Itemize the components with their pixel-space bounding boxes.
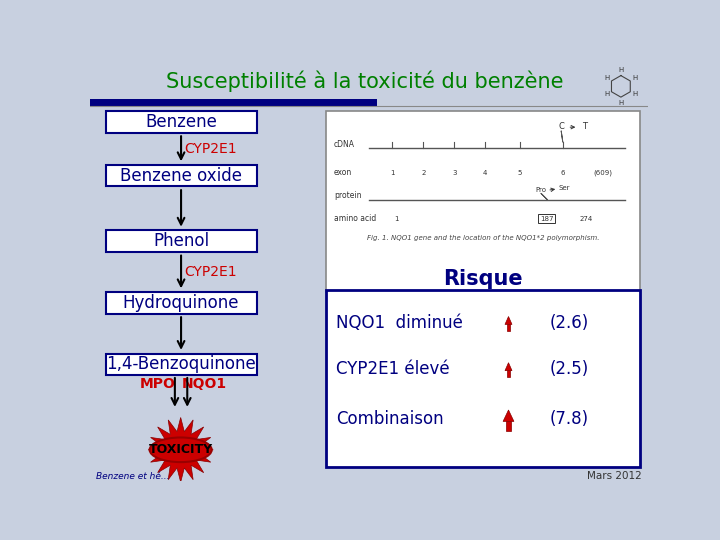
Text: Benzene et hé...: Benzene et hé... (96, 472, 170, 481)
Text: Hydroquinone: Hydroquinone (123, 294, 239, 312)
Text: 5: 5 (518, 170, 522, 176)
Text: 3: 3 (452, 170, 456, 176)
Text: 1: 1 (390, 170, 395, 176)
Text: 6: 6 (560, 170, 565, 176)
Text: H: H (618, 67, 624, 73)
Ellipse shape (150, 437, 212, 462)
Text: Mars 2012: Mars 2012 (587, 471, 642, 481)
Text: Combinaison: Combinaison (336, 410, 444, 428)
Text: 274: 274 (580, 216, 593, 222)
FancyBboxPatch shape (326, 111, 640, 292)
Text: (609): (609) (594, 170, 613, 176)
Text: 1: 1 (394, 216, 398, 222)
Text: Risque: Risque (443, 269, 523, 289)
FancyBboxPatch shape (538, 214, 555, 222)
Text: exon: exon (334, 168, 352, 177)
FancyBboxPatch shape (507, 324, 510, 331)
FancyBboxPatch shape (90, 99, 377, 106)
Text: (2.6): (2.6) (549, 314, 588, 332)
Text: Ser: Ser (559, 185, 570, 191)
Text: Phenol: Phenol (153, 232, 209, 250)
Text: CYP2E1: CYP2E1 (184, 141, 237, 156)
Text: H: H (618, 99, 624, 105)
Text: 187: 187 (540, 216, 553, 222)
Text: T: T (582, 122, 587, 131)
Text: Pro: Pro (536, 187, 546, 193)
Text: 1,4-Benzoquinone: 1,4-Benzoquinone (106, 355, 256, 373)
Text: cDNA: cDNA (334, 140, 355, 149)
Text: 4: 4 (483, 170, 487, 176)
FancyBboxPatch shape (326, 289, 640, 467)
Polygon shape (505, 363, 512, 370)
Text: 2: 2 (421, 170, 426, 176)
Text: H: H (604, 91, 609, 97)
Text: NQO1  diminué: NQO1 diminué (336, 314, 464, 332)
Text: (2.5): (2.5) (549, 360, 588, 378)
Text: (7.8): (7.8) (549, 410, 588, 428)
Polygon shape (505, 316, 512, 325)
Text: MPO: MPO (140, 377, 176, 392)
FancyBboxPatch shape (106, 354, 256, 375)
Text: C: C (558, 122, 564, 131)
Text: NQO1: NQO1 (181, 377, 227, 392)
FancyBboxPatch shape (106, 165, 256, 186)
FancyBboxPatch shape (106, 292, 256, 314)
Text: Benzene: Benzene (145, 113, 217, 131)
Text: CYP2E1: CYP2E1 (184, 265, 237, 279)
Text: H: H (632, 75, 638, 82)
Text: TOXICITY: TOXICITY (148, 443, 212, 456)
FancyBboxPatch shape (106, 111, 256, 132)
Text: Fig. 1. NQO1 gene and the location of the NQO1*2 polymorphism.: Fig. 1. NQO1 gene and the location of th… (367, 235, 600, 241)
Text: protein: protein (334, 191, 361, 200)
FancyBboxPatch shape (106, 231, 256, 252)
Polygon shape (503, 410, 514, 421)
Text: Susceptibilité à la toxicité du benzène: Susceptibilité à la toxicité du benzène (166, 71, 564, 92)
Text: amino acid: amino acid (334, 214, 377, 224)
Text: H: H (632, 91, 638, 97)
FancyBboxPatch shape (506, 421, 510, 431)
Text: H: H (604, 75, 609, 82)
Text: CYP2E1 élevé: CYP2E1 élevé (336, 360, 450, 378)
Polygon shape (148, 417, 213, 482)
FancyBboxPatch shape (507, 370, 510, 377)
Text: Benzene oxide: Benzene oxide (120, 167, 242, 185)
